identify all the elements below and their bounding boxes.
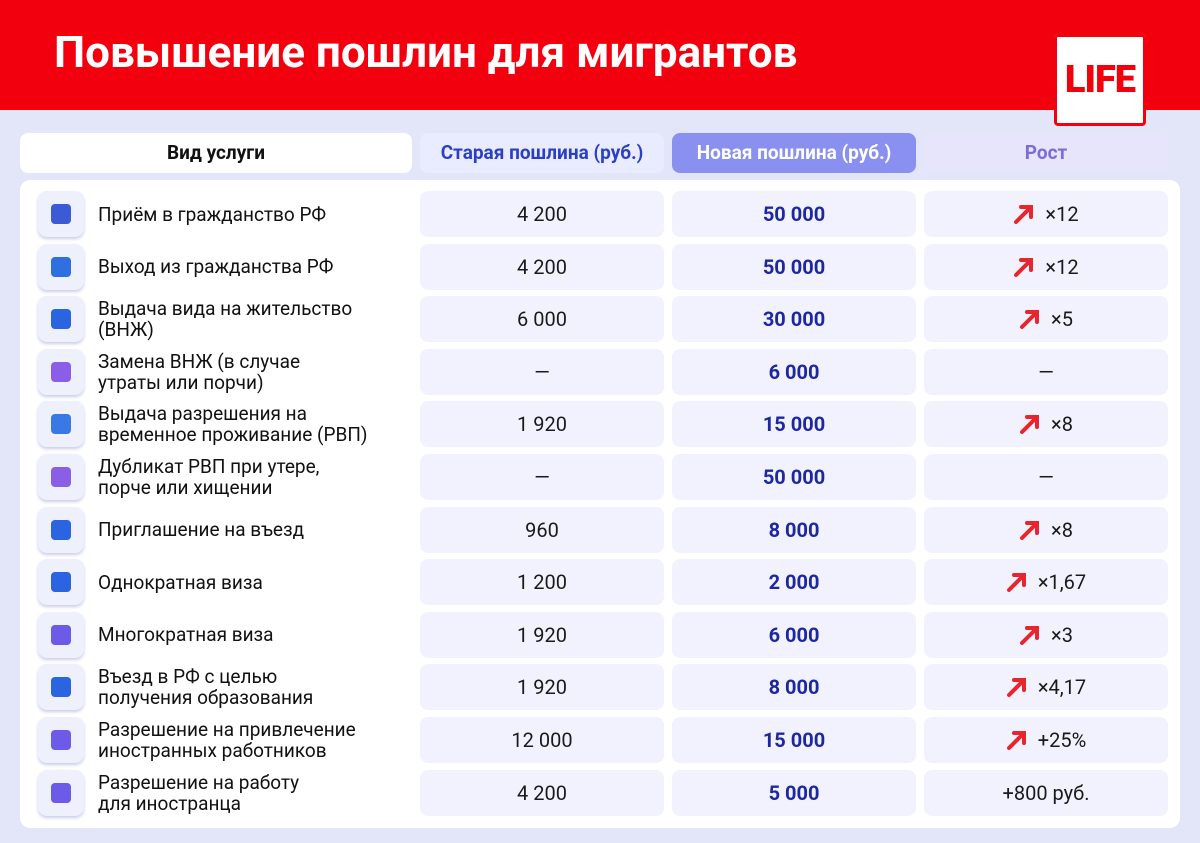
old-fee: 4 200 [420, 769, 664, 816]
row-icon [38, 506, 84, 553]
new-fee: 8 000 [672, 506, 916, 553]
new-fee: 6 000 [672, 348, 916, 395]
column-header: Вид услуги [20, 133, 412, 173]
new-fee: 6 000 [672, 611, 916, 658]
service-name: Выдача вида на жительство (ВНЖ) [98, 297, 353, 342]
growth-text: ×1,67 [1037, 570, 1087, 595]
row-icon [38, 559, 84, 606]
new-fee: 50 000 [672, 243, 916, 290]
growth-text: — [1038, 465, 1054, 489]
old-fee: 4 200 [420, 191, 664, 237]
old-fee: 1 920 [420, 664, 664, 711]
row-icon [38, 401, 84, 448]
growth: ×3 [924, 611, 1168, 658]
new-fee: 8 000 [672, 664, 916, 711]
service-name: Выдача разрешения на временное проживани… [98, 402, 368, 447]
growth-text: — [1038, 359, 1054, 384]
old-fee: — [420, 454, 664, 500]
growth-text: ×8 [1051, 412, 1073, 437]
row-icon [38, 296, 84, 343]
column-header: Старая пошлина (руб.) [420, 133, 664, 173]
row-icon [38, 769, 84, 816]
service-name: Разрешение на привлечение иностранных ра… [98, 718, 356, 762]
row-icon [38, 611, 84, 658]
old-fee: 6 000 [420, 296, 664, 343]
growth-text: ×3 [1051, 622, 1073, 647]
growth-text: ×12 [1045, 202, 1079, 226]
row-icon [38, 717, 84, 763]
growth-text: ×5 [1051, 307, 1073, 332]
new-fee: 50 000 [672, 454, 916, 500]
service-name: Выход из гражданства РФ [98, 255, 334, 279]
service-name: Приём в гражданство РФ [98, 202, 327, 226]
service-name: Многократная виза [98, 623, 274, 647]
growth-text: +800 руб. [1002, 780, 1090, 805]
growth: ×4,17 [924, 664, 1168, 711]
old-fee: 960 [420, 506, 664, 553]
service-name: Приглашение на въезд [98, 518, 305, 542]
growth: ×12 [924, 191, 1168, 237]
title: Повышение пошлин для мигрантов [54, 26, 798, 78]
row-icon [38, 664, 84, 711]
new-fee: 2 000 [672, 559, 916, 606]
service-name: Разрешение на работу для иностранца [98, 770, 300, 815]
service-name: Замена ВНЖ (в случае утраты или порчи) [98, 349, 301, 394]
new-fee: 15 000 [672, 401, 916, 448]
logo-text: LIFE [1064, 58, 1136, 102]
service-name: Дубликат РВП при утере, порче или хищени… [98, 455, 320, 499]
growth: ×1,67 [924, 559, 1168, 606]
header-bar: Повышение пошлин для мигрантов LIFE [0, 0, 1200, 126]
growth: ×8 [924, 401, 1168, 448]
row-icon [38, 191, 84, 237]
growth: — [924, 348, 1168, 395]
old-fee: 1 920 [420, 611, 664, 658]
new-fee: 15 000 [672, 717, 916, 763]
new-fee: 30 000 [672, 296, 916, 343]
service-name: Въезд в РФ с целью получения образования [98, 665, 314, 710]
column-header: Рост [924, 133, 1168, 173]
column-header: Новая пошлина (руб.) [672, 133, 916, 173]
logo: LIFE [1054, 34, 1146, 126]
growth-text: ×12 [1045, 254, 1079, 279]
old-fee: 1 920 [420, 401, 664, 448]
new-fee: 50 000 [672, 191, 916, 237]
old-fee: 4 200 [420, 243, 664, 290]
old-fee: 12 000 [420, 717, 664, 763]
growth: ×8 [924, 506, 1168, 553]
growth: ×5 [924, 296, 1168, 343]
growth: +25% [924, 717, 1168, 763]
row-icon [38, 454, 84, 500]
row-icon [38, 348, 84, 395]
growth-text: +25% [1037, 728, 1087, 752]
growth: +800 руб. [924, 769, 1168, 816]
growth-text: ×4,17 [1037, 675, 1087, 700]
new-fee: 5 000 [672, 769, 916, 816]
growth: — [924, 454, 1168, 500]
growth-text: ×8 [1051, 517, 1073, 542]
growth: ×12 [924, 243, 1168, 290]
service-name: Однократная виза [98, 570, 263, 594]
old-fee: 1 200 [420, 559, 664, 606]
old-fee: — [420, 348, 664, 395]
row-icon [38, 243, 84, 290]
